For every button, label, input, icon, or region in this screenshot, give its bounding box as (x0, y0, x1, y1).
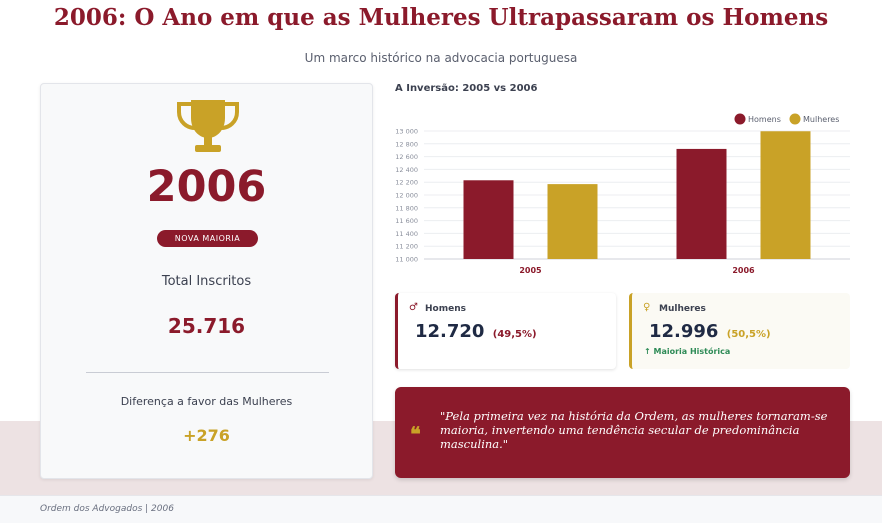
legend-swatch (789, 113, 801, 125)
y-tick-label: 12 800 (395, 140, 418, 148)
quote-card: ❝ "Pela primeira vez na história da Orde… (395, 387, 850, 478)
quote-icon: ❝ (410, 422, 421, 446)
y-tick-label: 12 000 (395, 192, 418, 200)
y-tick-label: 11 400 (395, 230, 418, 238)
total-value: 25.716 (167, 314, 246, 338)
page-title: 2006: O Ano em que as Mulheres Ultrapass… (53, 4, 829, 31)
y-tick-label: 12 200 (395, 179, 418, 187)
y-tick-label: 11 800 (395, 204, 418, 212)
summary-card: 2006 NOVA MAIORIA Total Inscritos 25.716… (40, 83, 373, 479)
highlight-year: 2006 (146, 162, 267, 212)
legend-label: Mulheres (803, 115, 839, 124)
source-note: Ordem dos Advogados | 2006 (40, 504, 174, 514)
men-percentage: (49,5%) (492, 329, 537, 340)
chart-title: A Inversão: 2005 vs 2006 (395, 83, 538, 94)
legend-label: Homens (748, 115, 781, 124)
trophy-icon (177, 100, 239, 152)
historic-majority-note: ↑ Maioria Histórica (644, 347, 731, 356)
difference-label: Diferença a favor das Mulheres (120, 395, 293, 408)
bar-chart: 11 000 11 200 11 400 11 600 11 800 12 000 12 2… (395, 113, 850, 275)
total-label: Total Inscritos (161, 274, 252, 289)
women-percentage: (50,5%) (726, 329, 771, 340)
men-count: 12.720 (49,5%) (415, 321, 537, 342)
difference-value: +276 (183, 426, 230, 445)
women-stat-card: ♀ Mulheres 12.996 (50,5%) ↑ Maioria Hist… (629, 293, 850, 369)
y-tick-label: 13 000 (395, 128, 418, 136)
women-value: 12.996 (649, 321, 719, 342)
y-tick-label: 11 600 (395, 217, 418, 225)
men-value: 12.720 (415, 321, 485, 342)
women-label: Mulheres (659, 304, 706, 314)
men-label: Homens (425, 304, 466, 314)
y-tick-label: 11 000 (395, 256, 418, 264)
men-stat-card: ♂ Homens 12.720 (49,5%) (395, 293, 616, 369)
y-tick-label: 12 400 (395, 166, 418, 174)
bar-mulheres-2006 (760, 131, 811, 259)
women-count: 12.996 (50,5%) (649, 321, 771, 342)
male-icon: ♂ (409, 302, 418, 313)
y-tick-label: 12 600 (395, 153, 418, 161)
x-tick-label: 2006 (732, 266, 755, 275)
legend-swatch (734, 113, 746, 125)
page-subtitle: Um marco histórico na advocacia portugue… (304, 51, 578, 65)
bar-homens-2006 (676, 148, 727, 259)
bar-homens-2005 (463, 180, 514, 259)
bar-mulheres-2005 (547, 184, 598, 259)
female-icon: ♀ (643, 302, 651, 313)
divider (86, 372, 329, 373)
y-tick-label: 11 200 (395, 243, 418, 251)
x-tick-label: 2005 (519, 266, 542, 275)
footer: Ordem dos Advogados | 2006 (0, 495, 882, 523)
quote-text: "Pela primeira vez na história da Ordem,… (440, 409, 828, 451)
majority-badge: NOVA MAIORIA (157, 230, 258, 247)
